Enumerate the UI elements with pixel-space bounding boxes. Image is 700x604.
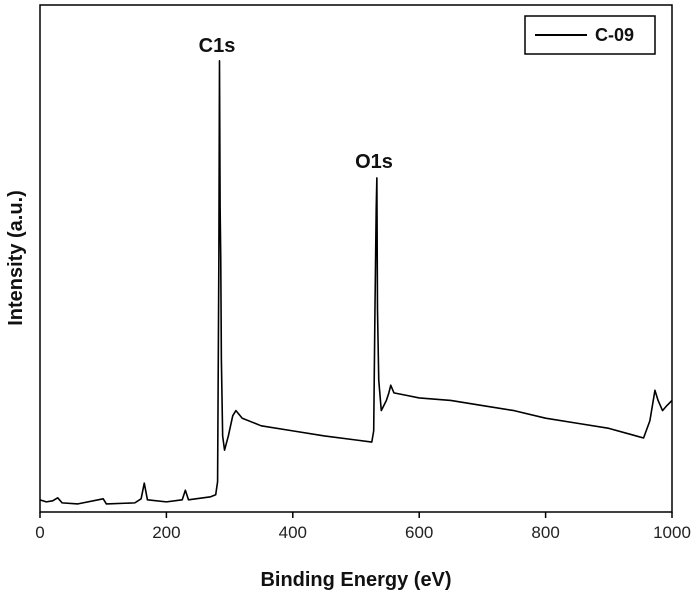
x-tick-label: 400 (279, 523, 307, 542)
x-tick-label: 800 (531, 523, 559, 542)
x-tick-label: 200 (152, 523, 180, 542)
plot-frame (39, 4, 673, 513)
x-axis-title: Binding Energy (eV) (260, 569, 451, 591)
peak-annotation: O1s (355, 151, 393, 173)
peak-annotation: C1s (199, 35, 236, 57)
y-axis-title: Intensity (a.u.) (5, 190, 27, 326)
spectrum-line (39, 59, 673, 505)
x-tick-label: 0 (35, 523, 44, 542)
x-tick-label: 1000 (653, 523, 691, 542)
x-tick-label: 600 (405, 523, 433, 542)
legend-label: C-09 (595, 25, 634, 45)
